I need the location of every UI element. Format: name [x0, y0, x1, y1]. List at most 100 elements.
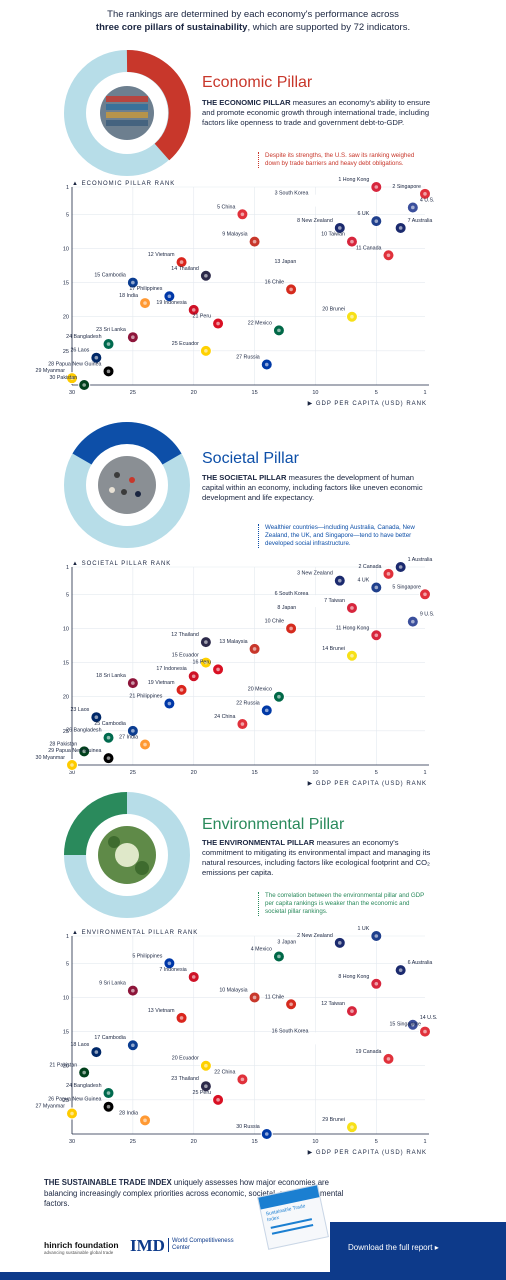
point-russia[interactable]: 27 Russia: [236, 355, 273, 371]
point-canada[interactable]: 2 Canada: [358, 564, 395, 580]
point-hong-kong[interactable]: 11 Hong Kong: [336, 625, 383, 642]
point-papua-new-guinea[interactable]: 29 Papua New Guinea: [48, 748, 115, 765]
point-uk[interactable]: 1 UK: [358, 926, 383, 942]
point-brunei[interactable]: 29 Brunei: [322, 1117, 358, 1134]
point-hong-kong[interactable]: 1 Hong Kong: [338, 177, 383, 193]
point-sri-lanka[interactable]: 18 Sri Lanka: [96, 673, 139, 690]
point-australia[interactable]: 1 Australia: [394, 557, 432, 573]
economic-desc-bold: THE ECONOMIC PILLAR: [202, 98, 291, 107]
point-pakistan[interactable]: 30 Pakistan: [49, 375, 91, 391]
point-cambodia[interactable]: 25 Cambodia: [94, 721, 139, 737]
point-uk[interactable]: 6 UK: [358, 211, 383, 228]
point-russia[interactable]: 30 Russia: [236, 1124, 273, 1140]
point-taiwan[interactable]: 7 Taiwan: [324, 598, 358, 614]
point-cambodia[interactable]: 17 Cambodia: [94, 1035, 139, 1052]
hinrich-logo[interactable]: hinrich foundation: [44, 1240, 119, 1250]
point-india[interactable]: 27 India: [119, 735, 152, 751]
point-label: 14 U.S.: [420, 1015, 438, 1021]
point-thailand[interactable]: 23 Thailand: [171, 1076, 212, 1093]
point-india[interactable]: 28 India: [119, 1110, 152, 1127]
point-cambodia[interactable]: 15 Cambodia: [94, 273, 139, 289]
point-mexico[interactable]: 4 Mexico: [251, 946, 285, 963]
point-south-korea[interactable]: 16 South Korea: [272, 1028, 322, 1045]
point-u-s[interactable]: 14 U.S.: [406, 1015, 438, 1031]
point-thailand[interactable]: 12 Thailand: [171, 632, 212, 649]
point-japan[interactable]: 3 Japan: [277, 940, 310, 956]
point-vietnam[interactable]: 12 Vietnam: [148, 252, 188, 269]
point-vietnam[interactable]: 13 Vietnam: [148, 1008, 188, 1024]
point-india[interactable]: 18 India: [119, 293, 152, 310]
point-philippines[interactable]: 5 Philippines: [132, 953, 176, 970]
point-new-zealand[interactable]: 2 New Zealand: [297, 933, 346, 949]
point-laos[interactable]: 18 Laos: [70, 1042, 103, 1059]
point-papua-new-guinea[interactable]: 28 Papua New Guinea: [48, 361, 115, 378]
point-vietnam[interactable]: 19 Vietnam: [148, 680, 188, 696]
point-malaysia[interactable]: 10 Malaysia: [219, 987, 261, 1004]
point-philippines[interactable]: 21 Philippines: [129, 694, 176, 710]
environmental-note: The correlation between the environmenta…: [258, 892, 428, 916]
point-peru[interactable]: 16 Peru: [193, 659, 225, 676]
point-china[interactable]: 5 China: [217, 204, 249, 221]
point-singapore[interactable]: 15 Singapore: [389, 1022, 431, 1038]
point-bangladesh[interactable]: 26 Bangladesh: [66, 728, 115, 744]
point-u-s[interactable]: 4 U.S.: [406, 197, 435, 214]
imd-logo[interactable]: IMD: [130, 1236, 165, 1255]
point-pakistan[interactable]: 21 Pakistan: [49, 1063, 91, 1079]
point-australia[interactable]: 6 Australia: [394, 960, 432, 977]
point-sri-lanka[interactable]: 23 Sri Lanka: [96, 327, 139, 344]
point-bangladesh[interactable]: 24 Bangladesh: [66, 1083, 115, 1100]
point-singapore[interactable]: 2 Singapore: [392, 184, 431, 200]
point-peru[interactable]: 25 Peru: [193, 1090, 225, 1106]
point-new-zealand[interactable]: 3 New Zealand: [297, 571, 346, 587]
point-indonesia[interactable]: 7 Indonesia: [159, 967, 200, 983]
point-indonesia[interactable]: 19 Indonesia: [156, 300, 200, 316]
point-chile[interactable]: 10 Chile: [265, 618, 298, 635]
download-report-link[interactable]: Download the full report ▸: [348, 1243, 439, 1252]
point-indonesia[interactable]: 17 Indonesia: [156, 666, 200, 683]
point-china[interactable]: 22 China: [214, 1069, 249, 1086]
point-new-zealand[interactable]: 8 New Zealand: [297, 218, 346, 234]
point-laos[interactable]: 23 Laos: [70, 707, 103, 724]
point-canada[interactable]: 19 Canada: [356, 1049, 395, 1065]
point-myanmar[interactable]: 30 Myanmar: [36, 755, 78, 771]
point-japan[interactable]: 13 Japan: [274, 259, 310, 275]
point-ecuador[interactable]: 20 Ecuador: [172, 1056, 212, 1072]
point-russia[interactable]: 22 Russia: [236, 700, 273, 717]
point-philippines[interactable]: 17 Philippines: [129, 286, 176, 303]
point-ecuador[interactable]: 25 Ecuador: [172, 341, 212, 357]
point-chile[interactable]: 16 Chile: [265, 279, 298, 296]
point-papua-new-guinea[interactable]: 26 Papua New Guinea: [48, 1097, 115, 1113]
point-chile[interactable]: 11 Chile: [265, 994, 298, 1011]
point-mexico[interactable]: 22 Mexico: [248, 320, 285, 337]
point-japan[interactable]: 8 Japan: [277, 605, 310, 621]
point-hong-kong[interactable]: 8 Hong Kong: [338, 974, 383, 990]
point-u-s[interactable]: 9 U.S.: [406, 612, 435, 628]
point-label: 26 Laos: [70, 348, 89, 354]
point-ecuador[interactable]: 15 Ecuador: [172, 653, 212, 669]
point-uk[interactable]: 4 UK: [358, 577, 383, 594]
point-taiwan[interactable]: 10 Taiwan: [321, 232, 358, 248]
point-peru[interactable]: 21 Peru: [193, 314, 225, 330]
point-malaysia[interactable]: 9 Malaysia: [222, 232, 261, 248]
point-thailand[interactable]: 14 Thailand: [171, 266, 212, 282]
point-australia[interactable]: 7 Australia: [394, 218, 432, 234]
point-myanmar[interactable]: 29 Myanmar: [36, 368, 78, 385]
point-bangladesh[interactable]: 24 Bangladesh: [66, 334, 115, 351]
flag-emblem: [143, 301, 147, 305]
point-pakistan[interactable]: 28 Pakistan: [49, 741, 91, 758]
point-singapore[interactable]: 5 Singapore: [392, 584, 431, 601]
point-label: 13 Vietnam: [148, 1008, 175, 1014]
point-brunei[interactable]: 20 Brunei: [322, 307, 358, 323]
point-mexico[interactable]: 20 Mexico: [248, 687, 285, 703]
point-myanmar[interactable]: 27 Myanmar: [36, 1104, 78, 1120]
point-sri-lanka[interactable]: 9 Sri Lanka: [99, 981, 139, 997]
point-south-korea[interactable]: 6 South Korea: [275, 591, 322, 608]
point-canada[interactable]: 11 Canada: [356, 245, 395, 262]
point-laos[interactable]: 26 Laos: [70, 348, 103, 364]
point-malaysia[interactable]: 13 Malaysia: [219, 639, 261, 655]
point-south-korea[interactable]: 3 South Korea: [275, 191, 322, 207]
point-brunei[interactable]: 14 Brunei: [322, 646, 358, 662]
point-china[interactable]: 24 China: [214, 714, 249, 731]
point-taiwan[interactable]: 12 Taiwan: [321, 1001, 358, 1018]
